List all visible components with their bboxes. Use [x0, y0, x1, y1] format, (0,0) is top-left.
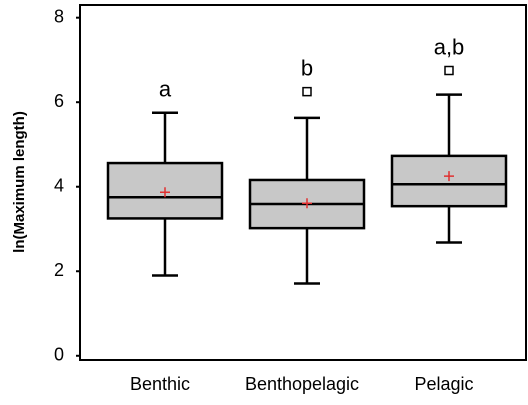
- y-axis-label: ln(Maximum length): [11, 111, 28, 253]
- significance-label: b: [301, 55, 313, 80]
- mean-marker: [302, 198, 312, 209]
- outlier: [444, 65, 454, 76]
- y-tick-label: 6: [54, 91, 64, 111]
- mean-marker: [160, 187, 170, 198]
- significance-label: a,b: [434, 34, 465, 59]
- plot-frame: [79, 4, 527, 361]
- y-tick-label: 4: [54, 175, 64, 195]
- x-tick-label: Pelagic: [414, 374, 473, 394]
- x-tick-label: Benthopelagic: [245, 374, 359, 394]
- y-tick-label: 8: [54, 6, 64, 26]
- x-tick-label: Benthic: [130, 374, 190, 394]
- y-tick-label: 0: [54, 345, 64, 365]
- significance-label: a: [159, 77, 172, 102]
- outlier: [302, 86, 312, 97]
- mean-marker: [444, 171, 454, 182]
- y-tick-label: 2: [54, 260, 64, 280]
